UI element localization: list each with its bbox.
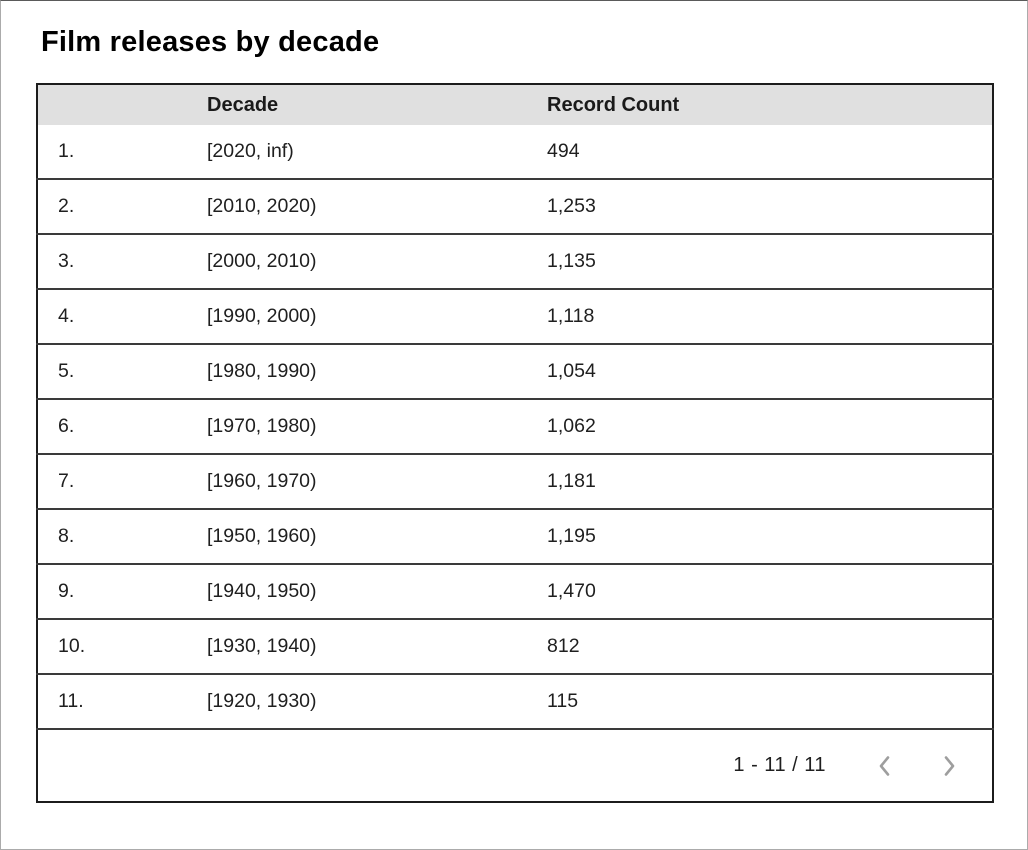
table-row[interactable]: 10. [1930, 1940) 812 bbox=[37, 619, 993, 674]
page-title: Film releases by decade bbox=[41, 26, 380, 58]
header-cell-index bbox=[37, 84, 207, 125]
table-row[interactable]: 3. [2000, 2010) 1,135 bbox=[37, 234, 993, 289]
table-chart: Decade Record Count 1. [2020, inf) 494 2… bbox=[36, 83, 1027, 803]
row-index-cell: 4. bbox=[37, 289, 207, 344]
decade-cell: [2000, 2010) bbox=[207, 234, 547, 289]
pagination: 1 - 11 / 11 bbox=[38, 751, 964, 781]
table-row[interactable]: 2. [2010, 2020) 1,253 bbox=[37, 179, 993, 234]
decade-cell: [1940, 1950) bbox=[207, 564, 547, 619]
decade-cell: [2010, 2020) bbox=[207, 179, 547, 234]
decade-cell: [1990, 2000) bbox=[207, 289, 547, 344]
next-page-button[interactable] bbox=[934, 751, 964, 781]
table-row[interactable]: 9. [1940, 1950) 1,470 bbox=[37, 564, 993, 619]
table-row[interactable]: 11. [1920, 1930) 115 bbox=[37, 674, 993, 729]
record-count-cell: 1,253 bbox=[547, 179, 993, 234]
record-count-cell: 1,135 bbox=[547, 234, 993, 289]
decade-cell: [1950, 1960) bbox=[207, 509, 547, 564]
header-cell-record-count[interactable]: Record Count bbox=[547, 84, 993, 125]
row-index-cell: 2. bbox=[37, 179, 207, 234]
record-count-cell: 1,195 bbox=[547, 509, 993, 564]
table-row[interactable]: 7. [1960, 1970) 1,181 bbox=[37, 454, 993, 509]
header-cell-decade[interactable]: Decade bbox=[207, 84, 547, 125]
decade-cell: [1920, 1930) bbox=[207, 674, 547, 729]
chevron-right-icon bbox=[936, 753, 962, 779]
record-count-cell: 494 bbox=[547, 125, 993, 179]
row-index-cell: 7. bbox=[37, 454, 207, 509]
table-row[interactable]: 8. [1950, 1960) 1,195 bbox=[37, 509, 993, 564]
record-count-cell: 812 bbox=[547, 619, 993, 674]
footer-row: 1 - 11 / 11 bbox=[37, 729, 993, 802]
record-count-cell: 1,470 bbox=[547, 564, 993, 619]
table-row[interactable]: 1. [2020, inf) 494 bbox=[37, 125, 993, 179]
table-header: Decade Record Count bbox=[37, 84, 993, 125]
decade-cell: [1980, 1990) bbox=[207, 344, 547, 399]
row-index-cell: 10. bbox=[37, 619, 207, 674]
decade-cell: [1960, 1970) bbox=[207, 454, 547, 509]
record-count-cell: 115 bbox=[547, 674, 993, 729]
table-row[interactable]: 6. [1970, 1980) 1,062 bbox=[37, 399, 993, 454]
record-count-cell: 1,062 bbox=[547, 399, 993, 454]
chevron-left-icon bbox=[872, 753, 898, 779]
row-index-cell: 1. bbox=[37, 125, 207, 179]
table-row[interactable]: 4. [1990, 2000) 1,118 bbox=[37, 289, 993, 344]
decade-cell: [1970, 1980) bbox=[207, 399, 547, 454]
row-index-cell: 3. bbox=[37, 234, 207, 289]
prev-page-button[interactable] bbox=[870, 751, 900, 781]
row-index-cell: 8. bbox=[37, 509, 207, 564]
record-count-cell: 1,054 bbox=[547, 344, 993, 399]
table-footer: 1 - 11 / 11 bbox=[37, 729, 993, 802]
row-index-cell: 5. bbox=[37, 344, 207, 399]
row-index-cell: 9. bbox=[37, 564, 207, 619]
data-table: Decade Record Count 1. [2020, inf) 494 2… bbox=[36, 83, 994, 803]
table-body: 1. [2020, inf) 494 2. [2010, 2020) 1,253… bbox=[37, 125, 993, 729]
record-count-cell: 1,118 bbox=[547, 289, 993, 344]
decade-cell: [1930, 1940) bbox=[207, 619, 547, 674]
pagination-range-label: 1 - 11 / 11 bbox=[733, 754, 826, 776]
header-row: Decade Record Count bbox=[37, 84, 993, 125]
record-count-cell: 1,181 bbox=[547, 454, 993, 509]
table-row[interactable]: 5. [1980, 1990) 1,054 bbox=[37, 344, 993, 399]
decade-cell: [2020, inf) bbox=[207, 125, 547, 179]
row-index-cell: 11. bbox=[37, 674, 207, 729]
row-index-cell: 6. bbox=[37, 399, 207, 454]
